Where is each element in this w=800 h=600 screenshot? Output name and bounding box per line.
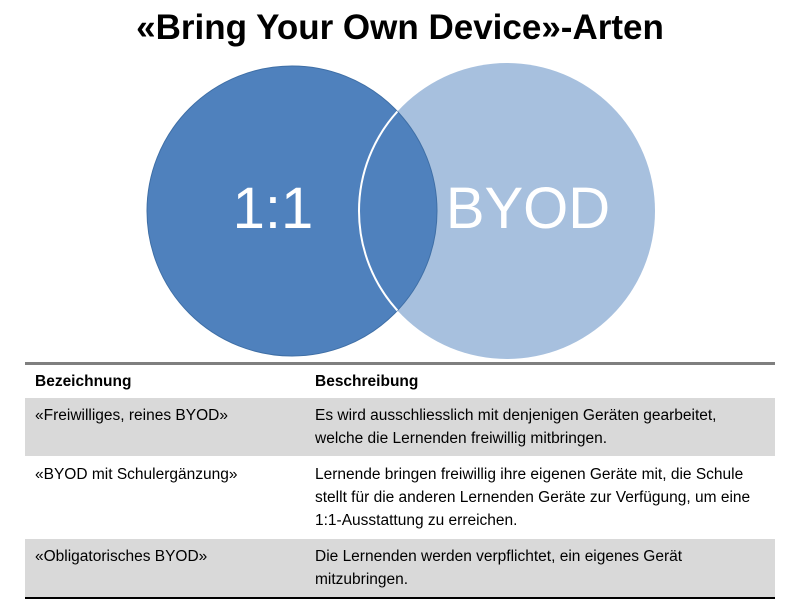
venn-label-1to1: 1:1 (233, 176, 314, 241)
table-row: «Obligatorisches BYOD» Die Lernenden wer… (25, 538, 775, 598)
row-name: «Obligatorisches BYOD» (35, 548, 208, 565)
table-header-row: Bezeichnung Beschreibung (25, 363, 775, 398)
row-name: «Freiwilliges, reines BYOD» (35, 407, 228, 424)
table-row: «BYOD mit Schulergänzung» Lernende bring… (25, 456, 775, 539)
slide-title: «Bring Your Own Device»-Arten (136, 8, 664, 47)
venn-diagram: 1:1 BYOD (146, 63, 655, 359)
venn-circle-1to1 (146, 65, 438, 357)
row-description: Lernende bringen freiwillig ihre eigenen… (315, 466, 751, 529)
venn-circle-byod (359, 63, 655, 359)
row-description: Die Lernenden werden verpflichtet, ein e… (315, 548, 683, 588)
venn-overlap-outline (358, 66, 437, 356)
row-description: Es wird ausschliesslich mit denjenigen G… (315, 407, 717, 447)
header-bezeichnung: Bezeichnung (35, 373, 132, 390)
row-name: «BYOD mit Schulergänzung» (35, 466, 238, 483)
byod-types-table: Bezeichnung Beschreibung «Freiwilliges, … (25, 362, 775, 599)
venn-label-byod: BYOD (446, 176, 610, 241)
table-row: «Freiwilliges, reines BYOD» Es wird auss… (25, 397, 775, 457)
header-beschreibung: Beschreibung (315, 373, 419, 390)
